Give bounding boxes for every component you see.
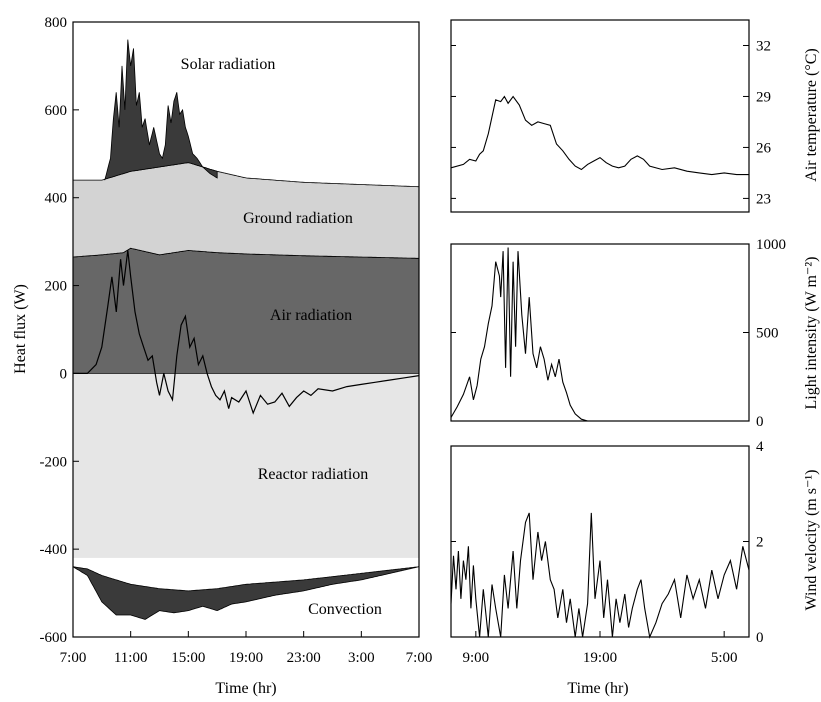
heat-flux-x-tick-label: 19:00 (229, 650, 263, 666)
reactor-radiation-band (73, 373, 419, 558)
wind-velocity-y-axis-label: Wind velocity (m s⁻¹) (803, 469, 820, 610)
light-intensity-panel: 0 500 1000 Light intensity (W m⁻²) (450, 237, 820, 430)
wind-velocity-x-axis-label: Time (hr) (567, 680, 628, 697)
band-label-ground-radiation: Ground radiation (243, 210, 353, 227)
heat-flux-y-ticks: -600 -400 -200 0 200 400 600 800 (40, 15, 79, 646)
heat-flux-x-ticks: 7:00 11:00 15:00 19:00 23:00 3:00 7:00 (60, 631, 433, 666)
air-radiation-band (72, 247, 420, 374)
y-tick-label: 1000 (756, 237, 786, 253)
heat-flux-y-tick-label: -200 (40, 454, 68, 470)
air-temperature-line (450, 95, 749, 176)
air-temperature-y-ticks: 23 26 29 32 (451, 38, 772, 207)
heat-flux-x-axis-label: Time (hr) (215, 680, 276, 697)
net-heat-flux-line (73, 250, 420, 415)
y-tick-label: 32 (756, 38, 771, 54)
heat-flux-x-tick-label: 15:00 (171, 650, 205, 666)
light-intensity-plot-frame (450, 243, 750, 422)
air-temperature-y-axis-label: Air temperature (°C) (803, 48, 820, 181)
y-tick-label: 0 (756, 414, 764, 430)
band-label-air-radiation: Air radiation (270, 307, 352, 324)
air-temperature-plot-frame (450, 19, 750, 213)
heat-flux-y-tick-label: -600 (40, 630, 68, 646)
y-tick-label: 29 (756, 89, 771, 105)
light-intensity-y-ticks: 0 500 1000 (451, 237, 786, 430)
heat-flux-panel: -600 -400 -200 0 200 400 600 800 7:00 11:00 15:00… (12, 15, 432, 697)
light-intensity-line (450, 247, 749, 422)
wind-velocity-x-tick-label: 9:00 (462, 650, 489, 666)
heat-flux-bands (72, 39, 420, 620)
heat-flux-x-tick-label: 7:00 (406, 650, 433, 666)
light-intensity-y-axis-label: Light intensity (W m⁻²) (803, 257, 820, 410)
heat-flux-x-tick-label: 11:00 (114, 650, 148, 666)
y-tick-label: 2 (756, 535, 764, 551)
heat-flux-x-tick-label: 7:00 (60, 650, 87, 666)
y-tick-label: 23 (756, 191, 771, 207)
y-tick-label: 26 (756, 140, 772, 156)
wind-velocity-line (450, 512, 750, 639)
heat-flux-y-tick-label: -400 (40, 542, 68, 558)
air-temperature-panel: 23 26 29 32 Air temperature (°C) (450, 19, 820, 213)
y-tick-label: 0 (756, 630, 764, 646)
band-label-reactor-radiation: Reactor radiation (258, 466, 369, 483)
heat-flux-x-tick-label: 23:00 (287, 650, 321, 666)
heat-flux-y-tick-label: 400 (45, 191, 68, 207)
heat-flux-x-tick-label: 3:00 (348, 650, 375, 666)
heat-flux-y-tick-label: 600 (45, 103, 68, 119)
y-tick-label: 4 (756, 439, 764, 455)
heat-flux-y-tick-label: 200 (45, 279, 68, 295)
wind-velocity-x-ticks: 9:00 19:00 5:00 (462, 631, 738, 666)
wind-velocity-y-ticks: 0 2 4 (451, 439, 764, 646)
wind-velocity-panel: 024 9:00 19:00 5:00 Wind velocity (m s⁻¹) … (450, 439, 820, 697)
y-tick-label: 500 (756, 326, 779, 342)
solar-radiation-band (104, 39, 218, 181)
heat-flux-y-tick-label: 800 (45, 15, 68, 31)
heat-flux-y-axis-label: Heat flux (W) (12, 284, 29, 374)
wind-velocity-x-tick-label: 19:00 (583, 650, 617, 666)
wind-velocity-x-tick-label: 5:00 (711, 650, 738, 666)
band-label-convection: Convection (308, 601, 382, 618)
band-label-solar-radiation: Solar radiation (181, 56, 276, 73)
heat-flux-y-tick-label: 0 (60, 366, 68, 382)
